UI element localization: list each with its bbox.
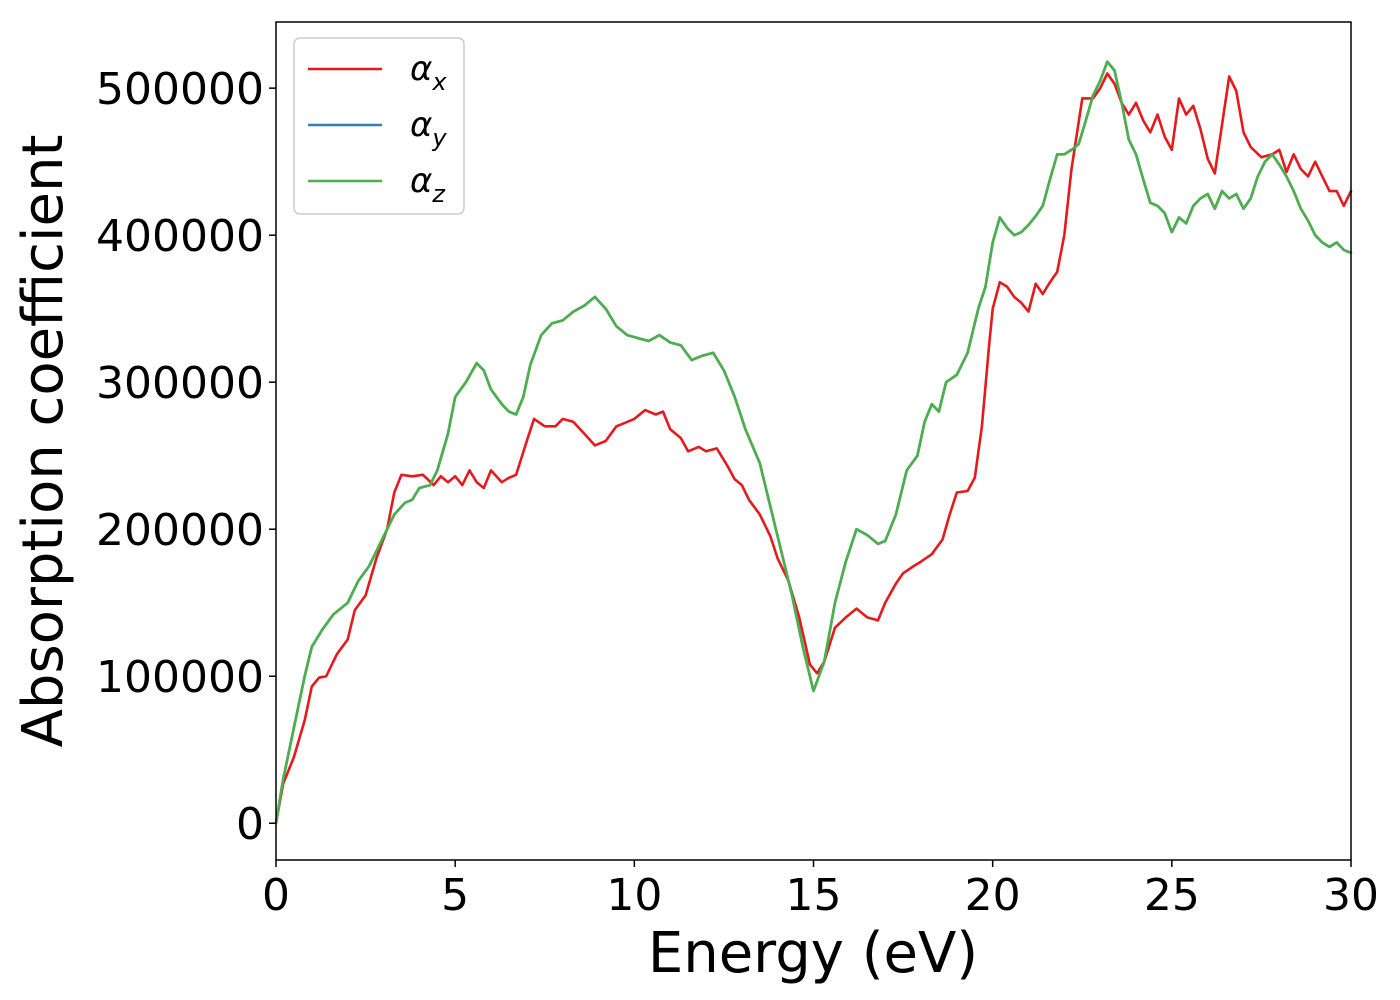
x-tick-label: 20 [965, 870, 1021, 921]
y-axis-title: Absorption coefficient [11, 135, 76, 748]
x-tick-label: 5 [441, 870, 469, 921]
y-tick-label: 400000 [96, 211, 264, 262]
series-layer [274, 60, 1353, 825]
x-tick-label: 10 [606, 870, 662, 921]
y-tick-label: 100000 [96, 652, 264, 703]
y-tick-label: 500000 [96, 64, 264, 115]
y-tick-label: 0 [236, 799, 264, 850]
x-tick-label: 25 [1144, 870, 1200, 921]
legend-label-x: αx [410, 49, 447, 96]
x-axis-title: Energy (eV) [648, 921, 978, 986]
x-tick-label: 15 [786, 870, 842, 921]
ticks-layer: 0 5 10 15 20 25 30 0 100000 200000 300000 400000 500… [96, 64, 1379, 921]
y-tick-label: 300000 [96, 358, 264, 409]
x-tick-label: 0 [262, 870, 290, 921]
series-line-z [274, 60, 1353, 825]
y-tick-label: 200000 [96, 505, 264, 556]
x-tick-label: 30 [1323, 870, 1379, 921]
series-line-x [274, 72, 1353, 825]
